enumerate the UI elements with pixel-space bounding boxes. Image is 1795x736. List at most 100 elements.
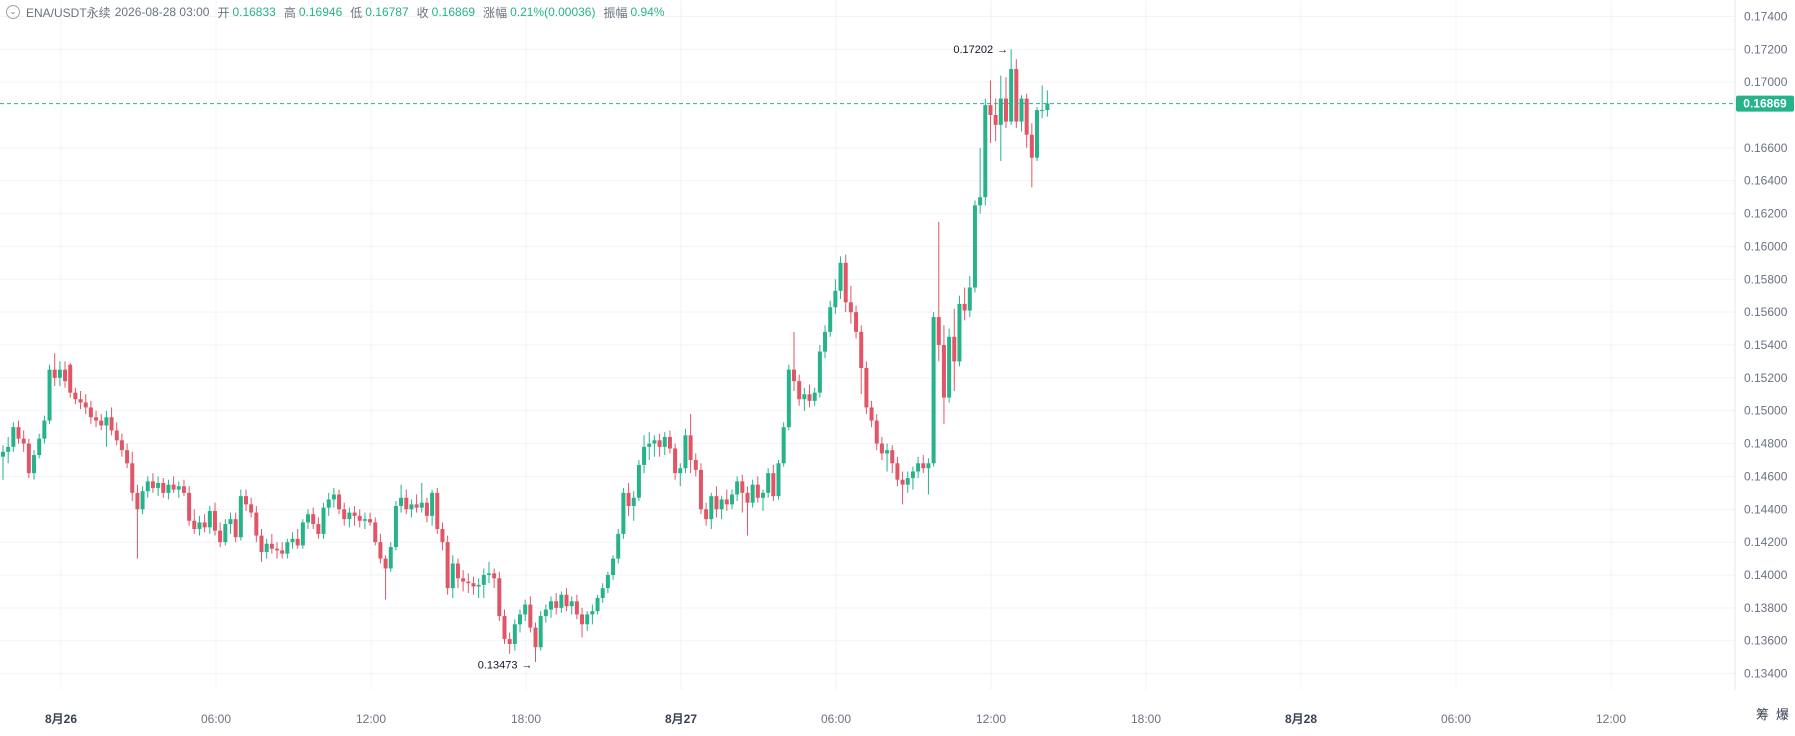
candle[interactable]: [331, 487, 336, 508]
candle[interactable]: [760, 489, 765, 511]
candle[interactable]: [37, 433, 42, 459]
candle[interactable]: [605, 571, 610, 594]
candle[interactable]: [83, 394, 88, 414]
candle[interactable]: [326, 492, 331, 516]
candle[interactable]: [321, 502, 326, 539]
candle[interactable]: [569, 596, 574, 615]
candle[interactable]: [843, 254, 848, 313]
candle[interactable]: [895, 456, 900, 487]
candle[interactable]: [983, 98, 988, 206]
candle[interactable]: [616, 529, 621, 564]
candle[interactable]: [564, 588, 569, 612]
candle[interactable]: [497, 571, 502, 621]
candle[interactable]: [580, 607, 585, 638]
candle[interactable]: [833, 279, 838, 314]
candle[interactable]: [99, 414, 104, 431]
candle[interactable]: [802, 387, 807, 411]
candle[interactable]: [130, 451, 135, 502]
candle[interactable]: [823, 325, 828, 359]
candle[interactable]: [797, 374, 802, 406]
candle[interactable]: [512, 619, 517, 651]
candle[interactable]: [885, 443, 890, 472]
chip-distribution-button[interactable]: 筹: [1756, 707, 1770, 722]
candle[interactable]: [1045, 90, 1050, 117]
candle[interactable]: [181, 479, 186, 497]
candle[interactable]: [259, 529, 264, 562]
candle[interactable]: [207, 506, 212, 534]
candle[interactable]: [269, 533, 274, 554]
candle[interactable]: [916, 456, 921, 479]
candle[interactable]: [316, 517, 321, 539]
candle[interactable]: [1009, 49, 1014, 125]
candle[interactable]: [430, 489, 435, 526]
candle[interactable]: [11, 422, 16, 452]
candle[interactable]: [952, 308, 957, 391]
candle[interactable]: [145, 476, 150, 498]
candle[interactable]: [16, 420, 21, 444]
candle[interactable]: [233, 512, 238, 543]
candle[interactable]: [538, 611, 543, 651]
candle[interactable]: [212, 502, 217, 536]
candle[interactable]: [1029, 123, 1034, 188]
candle[interactable]: [704, 502, 709, 526]
candle[interactable]: [574, 594, 579, 620]
candle[interactable]: [197, 515, 202, 536]
candle[interactable]: [879, 437, 884, 460]
candle[interactable]: [745, 486, 750, 536]
candle[interactable]: [724, 489, 729, 511]
candle[interactable]: [854, 305, 859, 339]
candle[interactable]: [621, 487, 626, 539]
candle[interactable]: [662, 432, 667, 456]
candle[interactable]: [926, 458, 931, 495]
candle[interactable]: [73, 387, 78, 405]
candle[interactable]: [192, 509, 197, 534]
candle[interactable]: [523, 599, 528, 621]
candle[interactable]: [626, 483, 631, 516]
candle[interactable]: [280, 542, 285, 559]
candle[interactable]: [750, 479, 755, 508]
candle[interactable]: [678, 463, 683, 487]
candle[interactable]: [249, 497, 254, 518]
candle[interactable]: [864, 361, 869, 414]
symbol-name[interactable]: ENA/USDT永续: [26, 5, 111, 20]
candle[interactable]: [533, 622, 538, 663]
candle[interactable]: [518, 609, 522, 633]
candle[interactable]: [792, 331, 797, 391]
candle[interactable]: [228, 512, 233, 534]
candle[interactable]: [1003, 77, 1008, 129]
candle[interactable]: [528, 596, 533, 633]
candle[interactable]: [202, 514, 207, 533]
candle[interactable]: [1014, 59, 1019, 129]
candle[interactable]: [466, 573, 471, 594]
candle[interactable]: [962, 287, 967, 321]
liquidation-map-button[interactable]: 爆: [1776, 707, 1790, 722]
candle[interactable]: [631, 491, 636, 521]
candle[interactable]: [161, 478, 166, 498]
candle[interactable]: [729, 489, 734, 510]
candle[interactable]: [869, 400, 874, 428]
candle[interactable]: [104, 410, 109, 447]
candle[interactable]: [688, 414, 693, 474]
candle[interactable]: [817, 345, 822, 398]
candle[interactable]: [502, 609, 507, 645]
candle[interactable]: [652, 435, 657, 457]
candle[interactable]: [673, 443, 678, 480]
candle[interactable]: [595, 594, 600, 615]
candle[interactable]: [285, 538, 290, 559]
candle[interactable]: [771, 464, 776, 502]
candle[interactable]: [988, 80, 993, 143]
candle[interactable]: [135, 484, 140, 559]
candle[interactable]: [719, 496, 724, 520]
candle[interactable]: [362, 512, 367, 529]
candle[interactable]: [119, 433, 124, 457]
candle[interactable]: [342, 502, 347, 526]
candle[interactable]: [786, 364, 791, 431]
candle[interactable]: [21, 430, 26, 452]
candle[interactable]: [471, 576, 476, 595]
candle[interactable]: [388, 542, 393, 572]
candle[interactable]: [404, 489, 409, 515]
candle[interactable]: [890, 445, 895, 474]
candle[interactable]: [47, 364, 52, 424]
chevron-down-icon[interactable]: ⌄: [6, 5, 20, 19]
candle[interactable]: [600, 583, 605, 603]
